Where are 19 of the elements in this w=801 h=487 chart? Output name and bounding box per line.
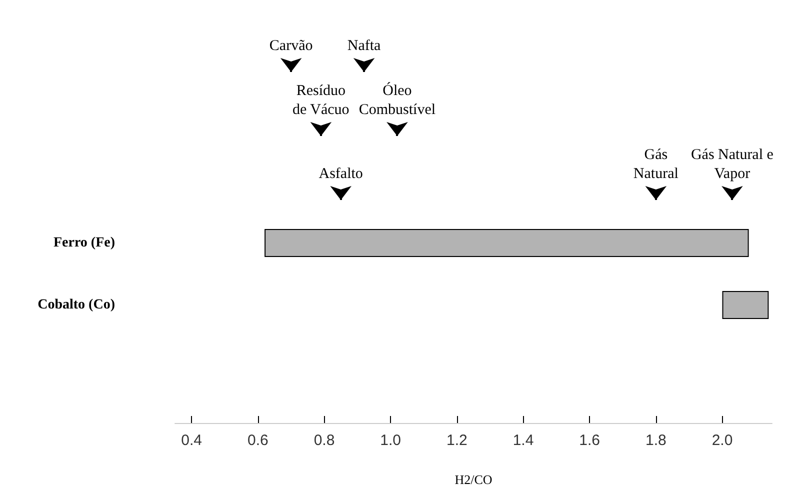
ref-line-label: Resíduo de Vácuo — [292, 82, 350, 120]
ref-line-label: Asfalto — [318, 165, 363, 184]
ref-line-label: Gás Natural — [633, 146, 678, 184]
ref-line-label: Nafta — [347, 37, 381, 56]
x-tick-label: 1.2 — [446, 432, 468, 449]
x-tick-label: 1.4 — [512, 432, 534, 449]
ref-line-label: Óleo Combustível — [358, 82, 436, 120]
x-tick-label: 1.6 — [579, 432, 600, 449]
x-tick-label: 1.0 — [380, 432, 402, 449]
x-tick-label: 1.8 — [645, 432, 666, 449]
ref-line-label: Gás Natural e Vapor — [690, 146, 774, 184]
y-tick-label: Cobalto (Co) — [38, 298, 116, 312]
y-tick-label: Ferro (Fe) — [53, 236, 116, 250]
x-tick-label: 0.8 — [314, 432, 335, 449]
x-tick-label: 0.6 — [247, 432, 268, 449]
ref-line-label: Carvão — [269, 37, 313, 56]
x-axis-title: H2/CO — [454, 472, 492, 487]
x-tick-label: 0.4 — [181, 432, 202, 449]
x-tick-label: 2.0 — [712, 432, 733, 449]
